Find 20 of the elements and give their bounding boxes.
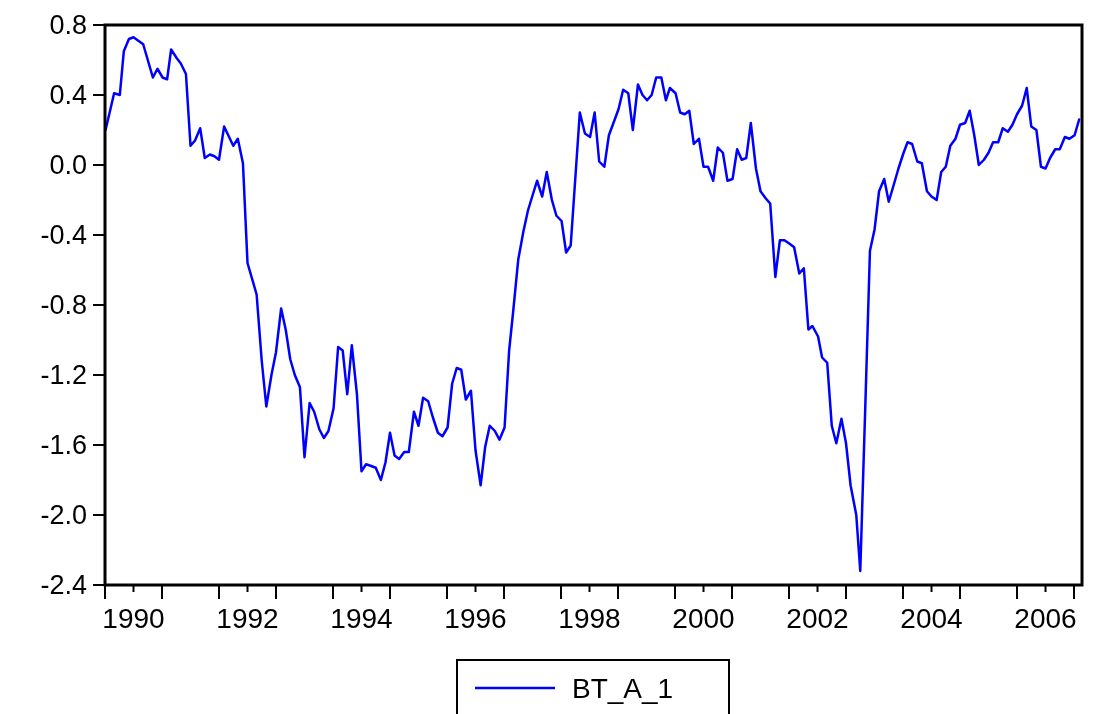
y-tick-label: -1.6: [40, 430, 87, 461]
x-tick-label: 2004: [900, 603, 963, 634]
x-tick-label: 2000: [672, 603, 735, 634]
line-series: [105, 36, 1081, 573]
x-tick-label: 1992: [216, 603, 279, 634]
x-tick-label: 2006: [1014, 603, 1077, 634]
y-tick-label: -1.2: [40, 360, 87, 391]
x-tick-label: 1994: [330, 603, 393, 634]
y-tick-label: -2.4: [40, 570, 87, 601]
y-tick-label: -0.8: [40, 290, 87, 321]
y-tick-label: 0.8: [49, 10, 87, 41]
y-tick-label: -2.0: [40, 500, 87, 531]
y-tick-label: 0.0: [49, 150, 87, 181]
x-tick-label: 1990: [102, 603, 165, 634]
y-tick-label: -0.4: [40, 220, 87, 251]
x-tick-label: 1998: [558, 603, 621, 634]
x-tick-label: 1996: [444, 603, 507, 634]
y-tick-label: 0.4: [49, 80, 87, 111]
x-tick-label: 2002: [786, 603, 849, 634]
legend-label: BT_A_1: [572, 672, 674, 704]
